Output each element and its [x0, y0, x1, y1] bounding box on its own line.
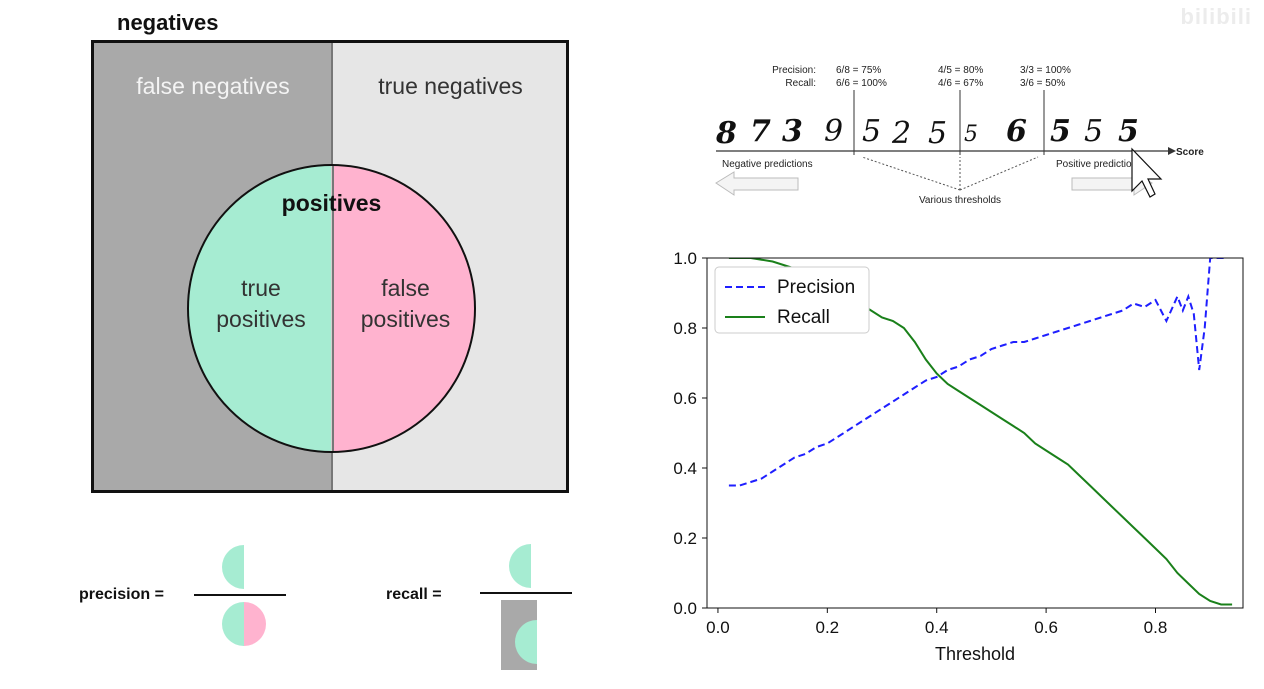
false-positives-label: false positives — [335, 273, 474, 335]
x-tick-label: 0.2 — [816, 618, 840, 637]
y-tick-label: 0.6 — [673, 389, 697, 408]
precision-numerator-half-circle — [222, 545, 244, 589]
precision-formula-label: precision = — [79, 586, 164, 603]
threshold-3-precision: 3/3 = 100% — [1020, 65, 1071, 76]
digit-7: 5 — [928, 116, 947, 151]
series-line-recall — [728, 258, 1233, 606]
recall-fraction-line — [480, 592, 572, 594]
x-tick-label: 0.6 — [1034, 618, 1058, 637]
x-tick-label: 0.4 — [925, 618, 949, 637]
venn-diagram: false negatives true negatives positives… — [91, 40, 569, 493]
y-tick-label: 0.0 — [673, 599, 697, 618]
true-positives-label: true positives — [189, 273, 333, 335]
digit-11: 5 — [1084, 114, 1103, 149]
legend-label-recall: Recall — [777, 307, 830, 328]
y-tick-label: 0.2 — [673, 529, 697, 548]
false-negatives-label: false negatives — [136, 73, 290, 99]
x-tick-label: 0.0 — [706, 618, 730, 637]
digit-3: 3 — [782, 114, 803, 149]
precision-denominator-fp-half — [244, 602, 266, 646]
positives-label: positives — [281, 190, 382, 216]
threshold-1-recall: 6/6 = 100% — [836, 78, 887, 89]
positive-predictions-label: Positive predictions — [1056, 159, 1142, 170]
threshold-1-precision: 6/8 = 75% — [836, 65, 881, 76]
plot-area: 0.0 0.2 0.4 0.6 0.8 0.0 0.2 0.4 0.6 0.8 1.0 Thresho… — [673, 249, 1244, 664]
precision-fraction — [194, 545, 286, 646]
x-tick-label: 0.8 — [1144, 618, 1168, 637]
y-tick-label: 0.4 — [673, 459, 697, 478]
score-axis-arrow — [1168, 147, 1176, 155]
precision-denominator-tp-half — [222, 602, 244, 646]
precision-row-label: Precision: — [772, 65, 816, 76]
threshold-pointer-3 — [959, 156, 1039, 191]
digit-12: 5 — [1118, 114, 1139, 149]
recall-row-label: Recall: — [785, 78, 816, 89]
recall-fraction — [480, 544, 572, 670]
digit-10: 5 — [1050, 114, 1071, 149]
negative-predictions-label: Negative predictions — [722, 159, 813, 170]
y-tick-label: 0.8 — [673, 319, 697, 338]
circle-divider — [332, 166, 334, 451]
threshold-2-precision: 4/5 = 80% — [938, 65, 983, 76]
plot-frame — [706, 257, 1244, 609]
diagram-title: negatives — [117, 10, 219, 35]
x-axis-label: Threshold — [935, 644, 1015, 664]
threshold-3-recall: 3/6 = 50% — [1020, 78, 1065, 89]
threshold-pointer-1 — [861, 156, 961, 191]
mouse-cursor-icon — [1131, 147, 1163, 198]
false-positives-line1: false — [381, 275, 430, 301]
digit-5: 5 — [862, 114, 881, 149]
true-positives-line1: true — [241, 275, 281, 301]
recall-formula-label: recall = — [386, 586, 442, 603]
score-label: Score — [1176, 147, 1204, 158]
true-negatives-label: true negatives — [378, 73, 523, 99]
series-line-precision — [728, 258, 1227, 487]
digit-8: 5 — [964, 122, 978, 147]
watermark-logo: bilibili — [1180, 4, 1252, 29]
digit-6: 2 — [891, 116, 911, 151]
digit-4: 9 — [824, 114, 843, 149]
threshold-illustration: Precision: Recall: 6/8 = 75% 6/6 = 100% … — [715, 65, 1204, 206]
recall-numerator-half-circle — [509, 544, 531, 588]
threshold-2-recall: 4/6 = 67% — [938, 78, 983, 89]
y-tick-label: 1.0 — [673, 249, 697, 268]
digit-2: 7 — [750, 114, 771, 149]
precision-fraction-line — [194, 594, 286, 596]
digit-9: 6 — [1006, 114, 1027, 149]
positives-circle: positives true positives false positives — [187, 164, 476, 453]
recall-denominator-tp-half — [515, 620, 537, 664]
legend-label-precision: Precision — [777, 277, 855, 298]
true-positives-line2: positives — [216, 306, 306, 332]
various-thresholds-label: Various thresholds — [919, 195, 1001, 206]
false-positives-line2: positives — [360, 306, 451, 332]
precision-recall-chart: 0.0 0.2 0.4 0.6 0.8 0.0 0.2 0.4 0.6 0.8 1.0 Thresho… — [673, 249, 1244, 664]
negative-direction-arrow — [715, 171, 799, 196]
digit-1: 8 — [715, 116, 737, 151]
